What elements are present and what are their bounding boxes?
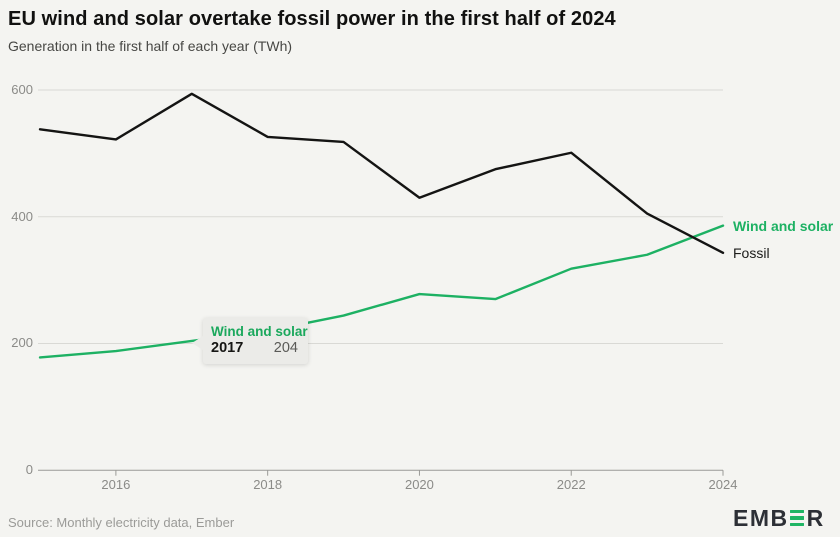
x-axis-tick-label: 2020: [404, 477, 434, 492]
line-series-fossil[interactable]: [38, 92, 725, 255]
x-axis-tick-label: 2024: [708, 477, 738, 492]
series-end-label-fossil: Fossil: [733, 245, 770, 261]
ember-logo-text-left: EMB: [733, 505, 789, 531]
x-axis-tick-label: 2018: [253, 477, 283, 492]
ember-logo-text-right: R: [806, 505, 825, 531]
chart-title: EU wind and solar overtake fossil power …: [8, 8, 616, 30]
tooltip-arrow: [192, 336, 203, 350]
ember-logo-bars-icon: [789, 509, 804, 527]
y-axis-tick-label: 600: [11, 82, 33, 97]
line-series-wind-and-solar[interactable]: [38, 224, 725, 359]
y-axis-tick-label: 0: [25, 462, 33, 478]
tooltip-row: 2017 204: [211, 340, 298, 356]
chart-subtitle: Generation in the first half of each yea…: [8, 38, 293, 54]
series-end-label-wind-and-solar: Wind and solar: [733, 218, 834, 234]
ember-logo: EMB R: [733, 505, 825, 531]
tooltip-value: 204: [273, 340, 298, 356]
tooltip: Wind and solar 2017 204: [192, 318, 308, 364]
x-axis-tick-label: 2022: [556, 477, 586, 492]
tooltip-series-name: Wind and solar: [211, 324, 308, 339]
tooltip-year: 2017: [211, 340, 244, 356]
y-axis-tick-label: 400: [11, 208, 33, 224]
source-note: Source: Monthly electricity data, Ember: [8, 515, 235, 530]
x-axis-tick-label: 2016: [101, 477, 131, 492]
y-axis-tick-label: 200: [11, 335, 33, 351]
